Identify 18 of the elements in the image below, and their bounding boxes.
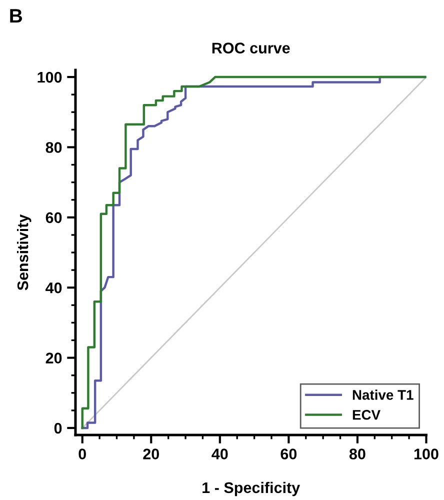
x-tick-label: 60 [280,448,297,460]
legend-label: Native T1 [352,390,414,400]
y-tick-label: 0 [54,422,62,434]
y-tick-label: 60 [46,212,62,224]
legend-label: ECV [352,410,380,420]
chart-title: ROC curve [212,42,290,54]
y-tick-label: 20 [46,352,62,364]
y-tick-label: 40 [46,282,62,294]
x-tick-label: 100 [414,448,438,460]
x-tick-label: 80 [349,448,366,460]
text: B [10,9,22,22]
x-tick-label: 0 [78,448,86,460]
x-tick-label: 20 [143,448,160,460]
y-tick-label: 100 [38,72,62,83]
x-tick-label: 40 [212,448,228,460]
y-tick-label: 80 [46,142,62,153]
x-axis-title: 1 - Specificity [202,482,300,496]
y-axis-title: Sensitivity [17,214,32,290]
